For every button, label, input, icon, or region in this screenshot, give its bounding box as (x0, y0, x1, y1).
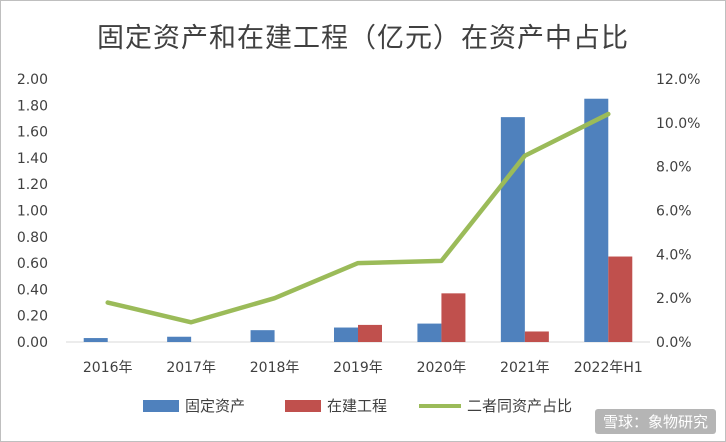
legend-construction-in-progress-label: 在建工程 (327, 397, 387, 415)
y-left-tick-label: 1.80 (17, 98, 48, 114)
bar-fixed-assets (83, 338, 108, 342)
y-left-tick-label: 0.80 (17, 230, 48, 246)
bar-construction-in-progress (524, 331, 549, 342)
x-category-label: 2019年 (333, 360, 383, 376)
x-category-label: 2018年 (250, 360, 300, 376)
y-left-tick-label: 1.00 (17, 204, 48, 220)
legend-construction-in-progress-swatch (285, 400, 321, 412)
x-category-label: 2022年H1 (574, 360, 643, 376)
chart-title: 固定资产和在建工程（亿元）在资产中占比 (97, 23, 629, 54)
x-category-label: 2020年 (417, 360, 467, 376)
y-right-tick-label: 6.0% (656, 204, 692, 220)
y-left-tick-label: 2.00 (17, 72, 48, 88)
x-category-label: 2021年 (500, 360, 550, 376)
bar-fixed-assets (334, 327, 358, 342)
y-left-tick-label: 1.20 (17, 177, 48, 193)
watermark: 雪球：象物研究 (594, 409, 716, 434)
bar-construction-in-progress (608, 256, 633, 342)
x-category-label: 2016年 (83, 360, 133, 376)
y-right-tick-label: 12.0% (656, 72, 700, 88)
y-left-tick-label: 0.60 (17, 256, 48, 272)
y-right-tick-label: 2.0% (656, 291, 692, 307)
bar-construction-in-progress (358, 324, 382, 342)
y-right-tick-label: 0.0% (656, 335, 692, 351)
y-left-tick-label: 0.00 (17, 335, 48, 351)
legend-asset-share-label: 二者同资产占比 (467, 397, 572, 415)
y-right-tick-label: 10.0% (656, 116, 700, 132)
y-left-tick-label: 0.40 (17, 282, 48, 298)
legend-fixed-assets-swatch (143, 400, 179, 412)
bar-fixed-assets (500, 117, 525, 342)
bar-fixed-assets (417, 323, 442, 342)
legend-fixed-assets-label: 固定资产 (185, 397, 245, 415)
y-right-tick-label: 8.0% (656, 160, 692, 176)
x-category-label: 2017年 (166, 360, 216, 376)
bar-fixed-assets (250, 330, 275, 342)
line-asset-share (105, 111, 611, 325)
y-left-tick-label: 1.40 (17, 151, 48, 167)
y-left-tick-label: 1.60 (17, 125, 48, 141)
y-right-tick-label: 4.0% (656, 247, 692, 263)
bar-fixed-assets (167, 336, 192, 342)
bar-fixed-assets (584, 98, 609, 342)
bar-construction-in-progress (441, 293, 466, 342)
y-left-tick-label: 0.20 (17, 309, 48, 325)
